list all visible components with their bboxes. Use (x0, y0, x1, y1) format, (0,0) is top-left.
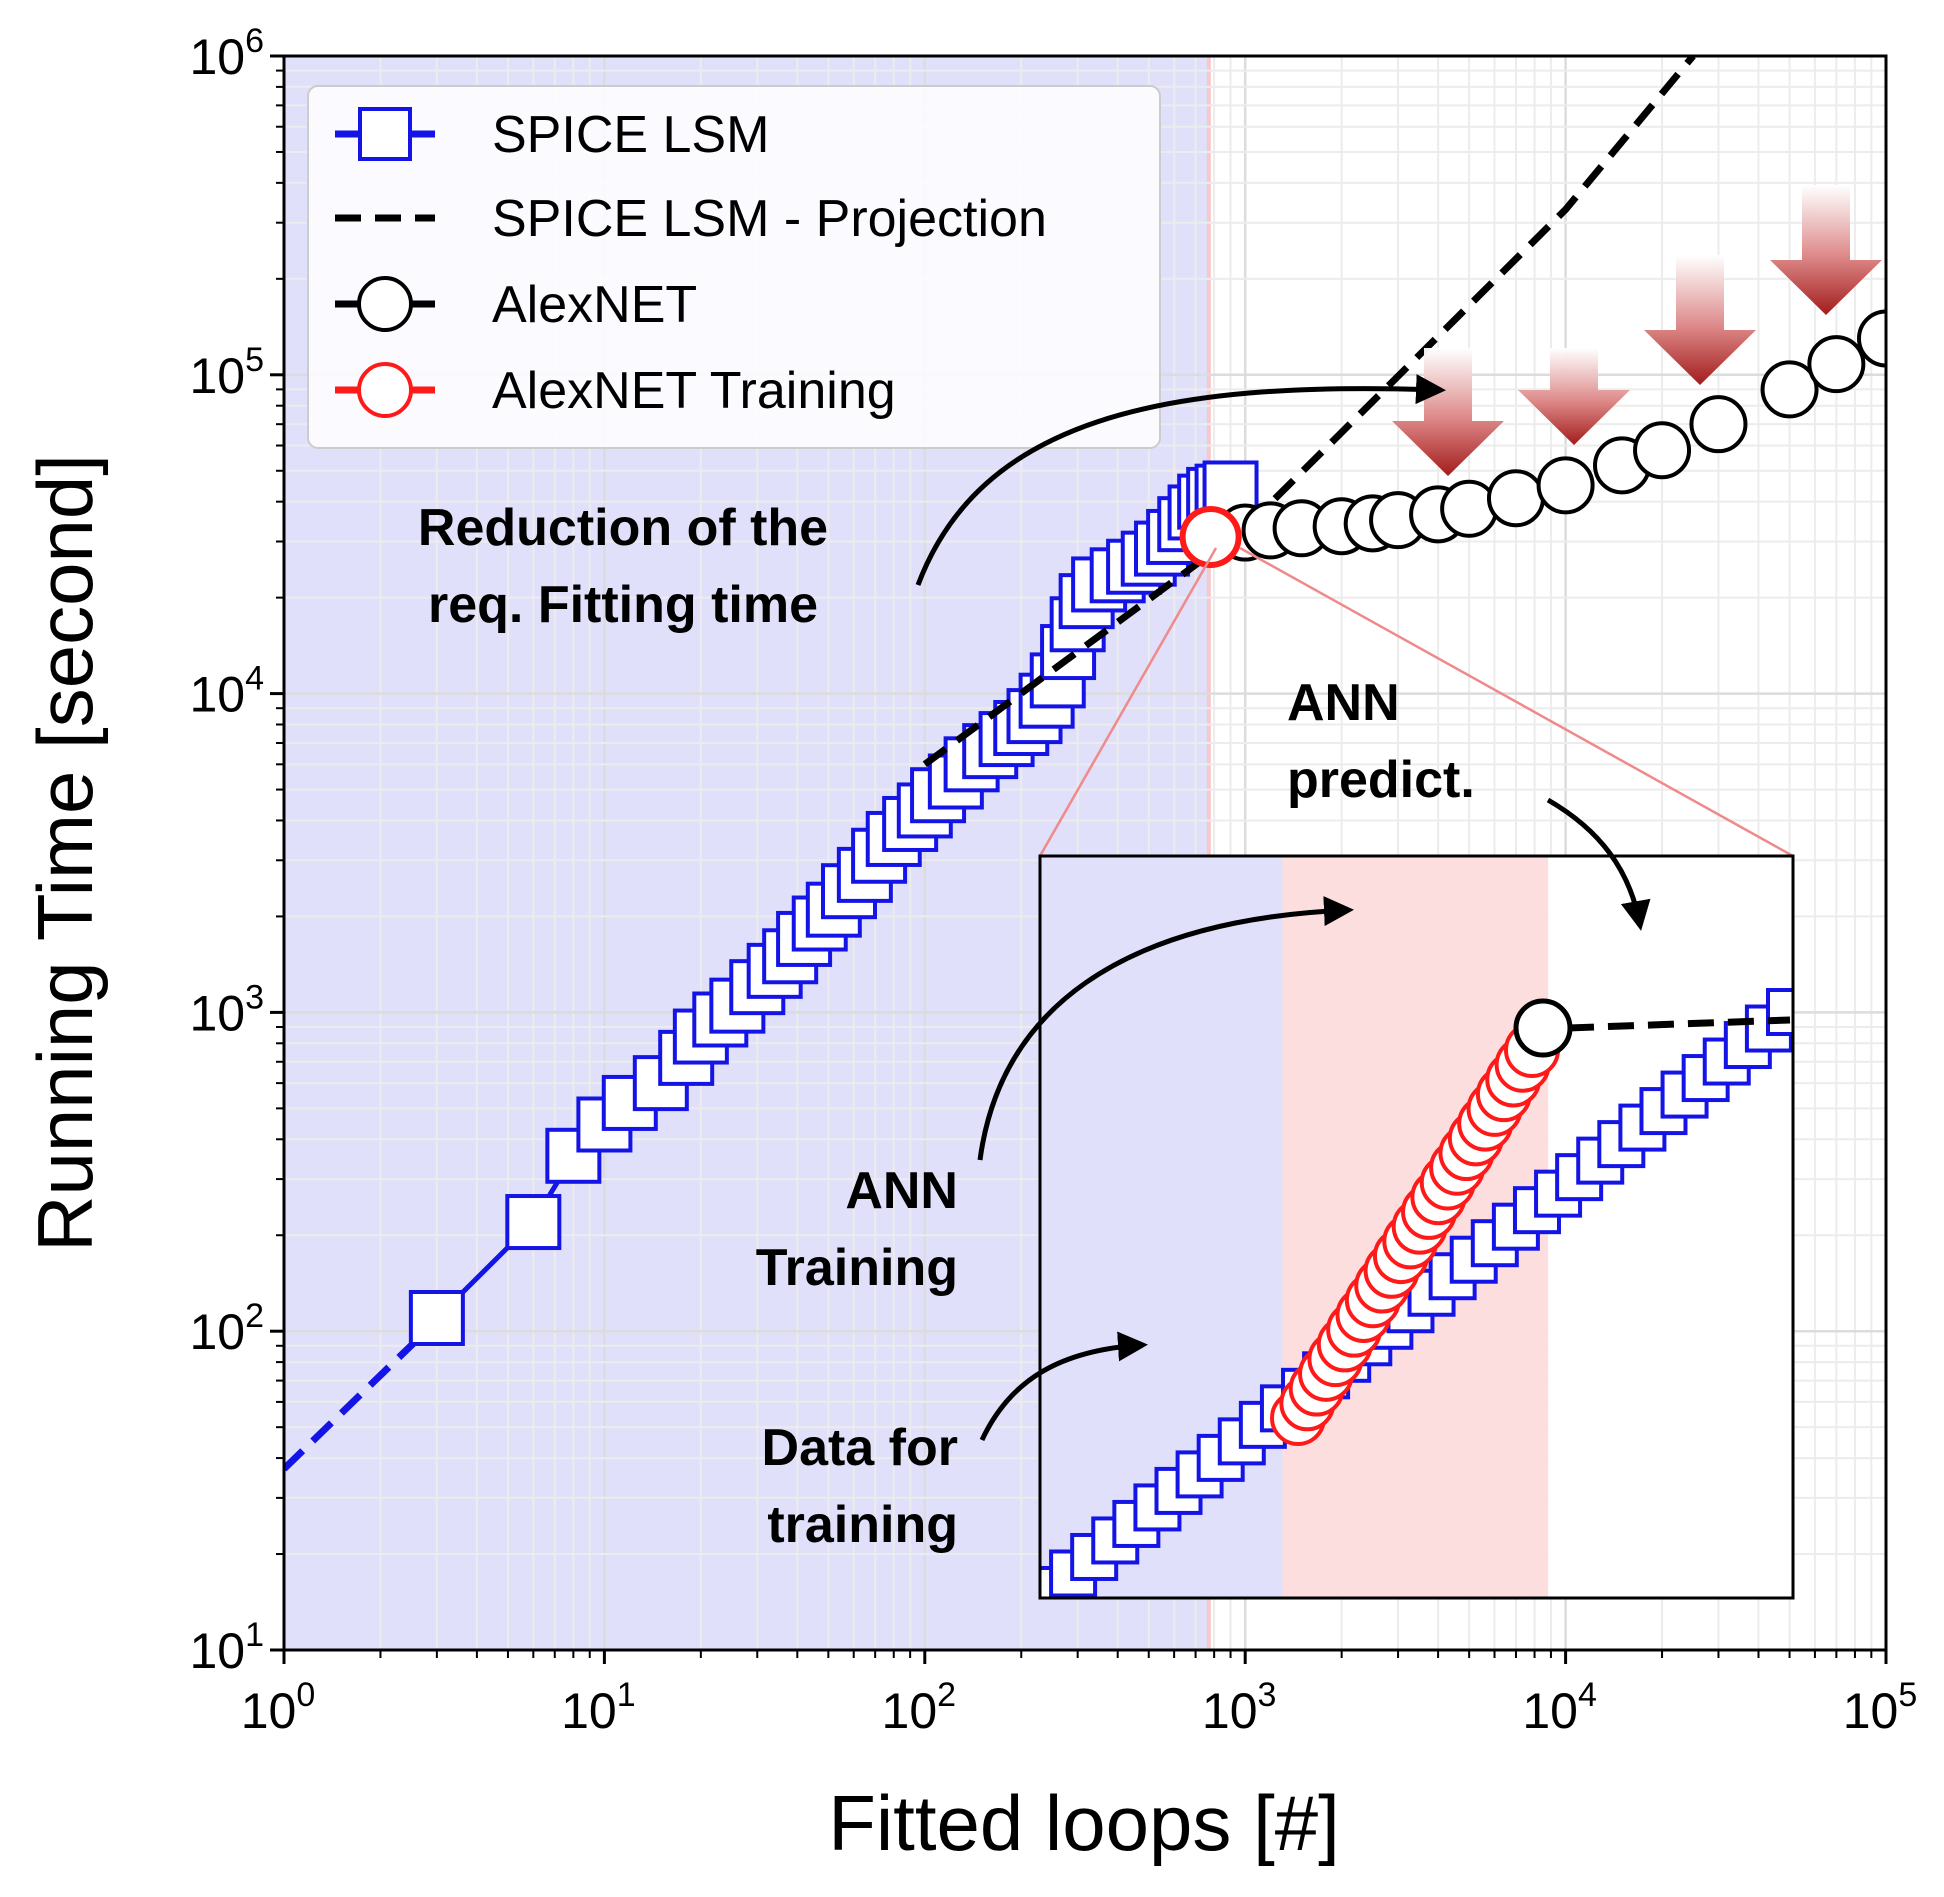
alexnet-training-circle-marker (1179, 505, 1242, 568)
annotation-data-training-arrow (979, 1331, 1148, 1442)
legend-box (307, 85, 1161, 449)
y-tick-label: 105 (189, 341, 264, 404)
legend: SPICE LSM SPICE LSM - Projection AlexNET… (307, 85, 1161, 449)
alexnet-circle-marker (1807, 335, 1866, 394)
alexnet-circle-marker (1633, 421, 1692, 480)
legend-entry-alexnet: AlexNET (335, 276, 697, 334)
series-projection-line (922, 56, 1696, 768)
x-tick-label: 104 (1522, 1676, 1597, 1739)
legend-square-marker (358, 107, 412, 161)
reduction-arrows (1392, 185, 1882, 476)
inset-projection-line (1567, 1016, 1791, 1032)
inset-region-ann-predict (1548, 856, 1793, 1598)
legend-entry-spice-lsm: SPICE LSM (335, 106, 769, 164)
inset-frame (1038, 854, 1795, 1600)
legend-label: SPICE LSM (492, 106, 769, 164)
x-tick-label: 105 (1843, 1676, 1918, 1739)
reduction-down-arrow (1518, 348, 1630, 445)
annotation-reduction-arrow (915, 374, 1446, 586)
annotation-ann-predict-arrow (1546, 797, 1651, 931)
x-tick-label: 103 (1202, 1676, 1277, 1739)
spice-lsm-square-marker (505, 1194, 562, 1251)
alexnet-circle-marker (1486, 469, 1545, 528)
inset-connector-left (1038, 547, 1218, 857)
x-tick-label: 100 (241, 1676, 316, 1739)
annotation-reduction-line1: Reduction of the (418, 499, 828, 557)
y-tick-label: 106 (189, 22, 264, 85)
reduction-down-arrow (1392, 348, 1504, 476)
legend-circle-marker (357, 362, 413, 418)
legend-circle-marker (357, 276, 413, 332)
legend-entry-alexnet-training: AlexNET Training (335, 362, 896, 420)
y-tick-label: 104 (189, 660, 264, 723)
inset-blue-square-marker (1766, 988, 1793, 1036)
alexnet-circle-marker (1857, 309, 1886, 368)
y-tick-label: 101 (189, 1616, 264, 1679)
legend-entry-projection: SPICE LSM - Projection (335, 190, 1047, 248)
x-axis-label: Fitted loops [#] (828, 1779, 1340, 1867)
alexnet-circle-marker (1760, 360, 1819, 419)
legend-label: AlexNET (492, 276, 697, 334)
inset-background (1040, 856, 1793, 1598)
reduction-down-arrow (1770, 185, 1882, 315)
annotation-data-training-line2: training (767, 1496, 958, 1554)
inset-series (1040, 988, 1793, 1598)
x-tick-label: 101 (561, 1676, 636, 1739)
legend-label: SPICE LSM - Projection (492, 190, 1047, 248)
legend-label: AlexNET Training (492, 362, 896, 420)
y-tick-label: 103 (189, 978, 264, 1041)
annotation-ann-predict-line1: ANN (1287, 674, 1400, 732)
annotation-ann-predict-line2: predict. (1287, 751, 1475, 809)
inset-zoom (1038, 854, 1795, 1600)
annotations: Reduction of the req. Fitting time ANN p… (418, 374, 1651, 1554)
reduction-down-arrow (1644, 255, 1756, 385)
annotation-ann-training-arrow (977, 896, 1354, 1161)
series-layer (284, 56, 1886, 1472)
annotation-ann-training-line1: ANN (845, 1162, 958, 1220)
alexnet-circle-marker (1440, 479, 1499, 538)
inset-alexnet-circle-marker (1513, 998, 1573, 1058)
annotation-reduction-line2: req. Fitting time (428, 576, 818, 634)
annotation-data-training-line1: Data for (762, 1419, 958, 1477)
plot-frame (282, 54, 1888, 1652)
alexnet-circle-marker (1536, 456, 1595, 515)
y-tick-label: 102 (189, 1297, 264, 1360)
y-axis-label: Running Time [second] (21, 454, 109, 1252)
spice-lsm-square-marker (408, 1290, 465, 1347)
x-tick-label: 102 (882, 1676, 957, 1739)
inset-connector-right (1239, 546, 1794, 858)
alexnet-circle-marker (1689, 395, 1748, 454)
annotation-ann-training-line2: Training (756, 1239, 958, 1297)
